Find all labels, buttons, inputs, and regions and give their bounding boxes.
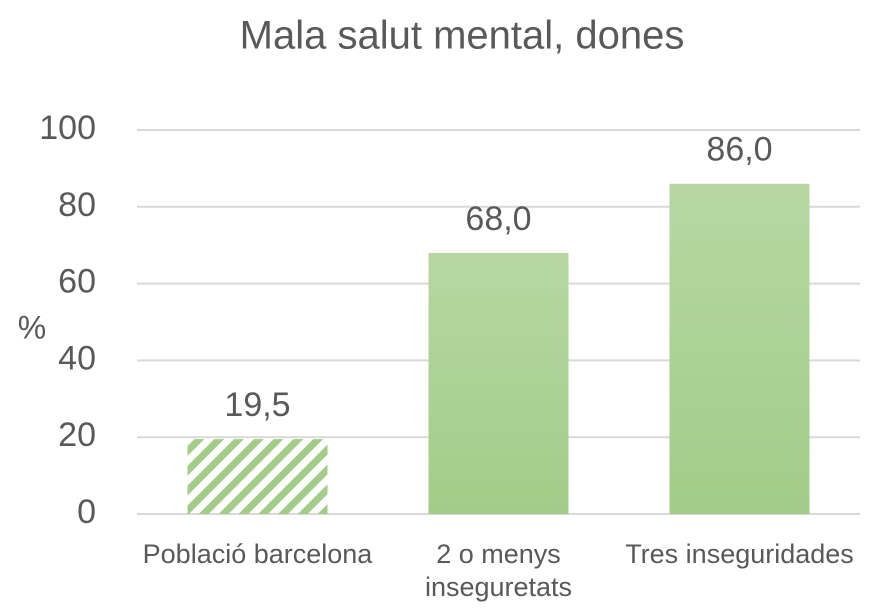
value-label: 68,0: [465, 200, 531, 238]
value-label: 86,0: [706, 131, 772, 169]
bar: [428, 252, 569, 514]
chart-title: Mala salut mental, dones: [240, 14, 685, 58]
y-tick-label: 20: [58, 416, 96, 454]
y-axis-label: %: [18, 309, 46, 345]
y-tick-label: 100: [39, 109, 96, 147]
x-tick-label: Població barcelona: [142, 539, 373, 569]
bar: [187, 439, 328, 514]
x-tick-label: 2 o menys inseguretats: [424, 539, 573, 602]
y-tick-label: 40: [58, 339, 96, 377]
y-tick-label: 0: [77, 493, 96, 531]
bar: [669, 183, 810, 514]
x-tick-label: Tres inseguridades: [625, 539, 854, 569]
y-tick-label: 60: [58, 263, 96, 301]
value-label: 19,5: [224, 386, 290, 424]
y-tick-label: 80: [58, 186, 96, 224]
